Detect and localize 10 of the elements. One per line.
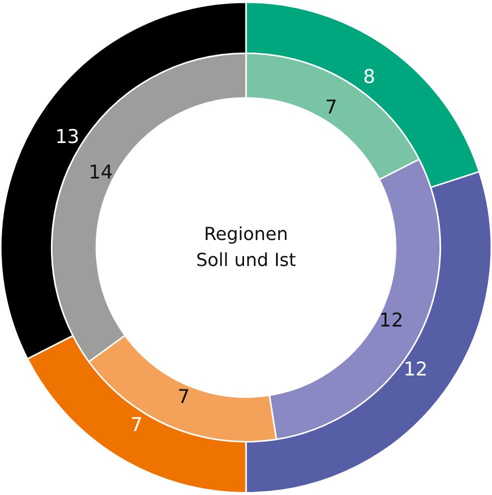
data-label: 13	[55, 126, 80, 148]
data-label: 12	[379, 309, 404, 332]
data-label: 8	[363, 66, 376, 88]
data-label: 7	[178, 386, 190, 408]
data-label: 14	[88, 161, 113, 184]
data-label: 12	[403, 358, 428, 381]
text: Regionen	[204, 222, 288, 246]
data-label: 7	[325, 96, 338, 118]
text: Soll und Ist	[196, 248, 296, 272]
data-label: 7	[130, 414, 143, 436]
